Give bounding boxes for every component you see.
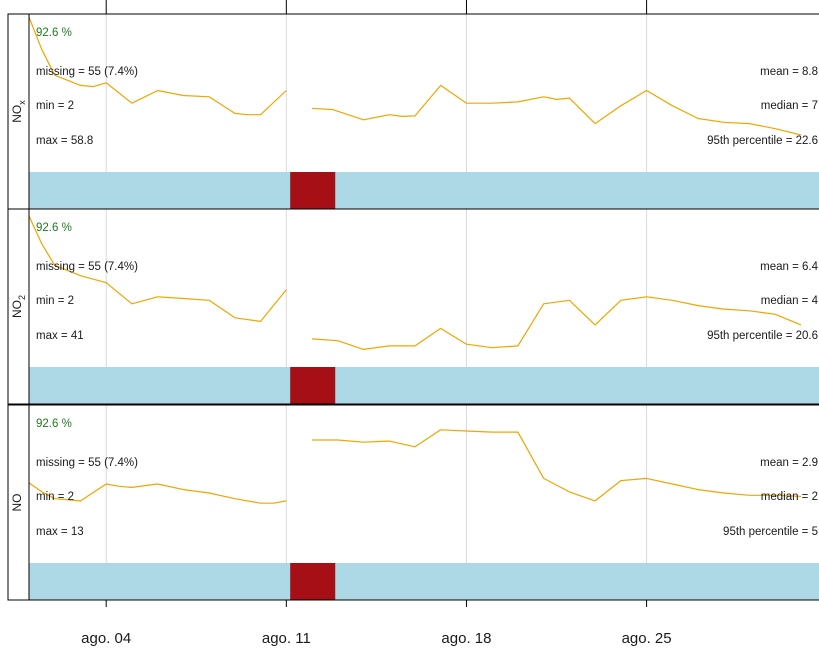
series-line-segment-1 [312, 296, 802, 350]
x-tick-label: ago. 18 [441, 630, 491, 647]
strip-label: NO2 [10, 295, 27, 318]
missing-data-block [290, 367, 336, 404]
data-capture-bar [29, 172, 819, 209]
median-stat: median = 2 [761, 491, 818, 503]
series-line-segment-1 [312, 84, 802, 136]
strip-label-main: NO [10, 105, 24, 123]
min-stat: min = 2 [36, 295, 74, 307]
min-stat: min = 2 [36, 491, 74, 503]
x-tick-label: ago. 11 [262, 630, 311, 647]
data-capture-percent: 92.6 % [36, 27, 72, 39]
missing-stat: missing = 55 (7.4%) [36, 261, 138, 273]
panel-frame [7, 208, 819, 405]
panel-1: NO2 92.6 % missing = 55 (7.4%) min = 2 max =… [7, 208, 819, 405]
max-stat: max = 41 [36, 330, 84, 342]
percentile-95-stat: 95th percentile = 22.6 [707, 135, 818, 147]
max-stat: max = 58.8 [36, 135, 93, 147]
missing-stat: missing = 55 (7.4%) [36, 66, 138, 78]
percentile-95-stat: 95th percentile = 5 [723, 526, 818, 538]
panel-frame [7, 404, 819, 601]
data-capture-percent: 92.6 % [36, 418, 72, 430]
missing-data-block [290, 172, 336, 209]
missing-stat: missing = 55 (7.4%) [36, 457, 138, 469]
series-line-segment-0 [28, 215, 287, 322]
missing-data-block [290, 563, 336, 600]
strip-label-subscript: x [17, 100, 27, 105]
data-capture-bar [29, 563, 819, 600]
max-stat: max = 13 [36, 526, 84, 538]
strip-label-subscript: 2 [17, 295, 27, 300]
min-stat: min = 2 [36, 100, 74, 112]
panel-0: NOx 92.6 % missing = 55 (7.4%) min = 2 max =… [7, 13, 819, 210]
strip-label: NOx [10, 100, 27, 123]
strip-label: NO [10, 494, 24, 512]
strip-label-main: NO [10, 494, 24, 512]
x-tick-label: ago. 25 [622, 630, 672, 647]
series-line-segment-1 [312, 429, 802, 502]
median-stat: median = 4 [761, 295, 819, 307]
median-stat: median = 7 [761, 100, 818, 112]
strip-label-main: NO [10, 300, 24, 318]
percentile-95-stat: 95th percentile = 20.6 [707, 330, 818, 342]
series-line-segment-0 [28, 16, 287, 116]
mean-stat: mean = 8.8 [760, 66, 818, 78]
mean-stat: mean = 2.9 [760, 457, 818, 469]
panel-2: NO 92.6 % missing = 55 (7.4%) min = 2 max = … [7, 404, 819, 601]
data-capture-bar [29, 367, 819, 404]
x-tick-label: ago. 04 [81, 630, 131, 647]
series-line-segment-0 [28, 482, 287, 504]
mean-stat: mean = 6.4 [760, 261, 818, 273]
data-capture-percent: 92.6 % [36, 222, 72, 234]
